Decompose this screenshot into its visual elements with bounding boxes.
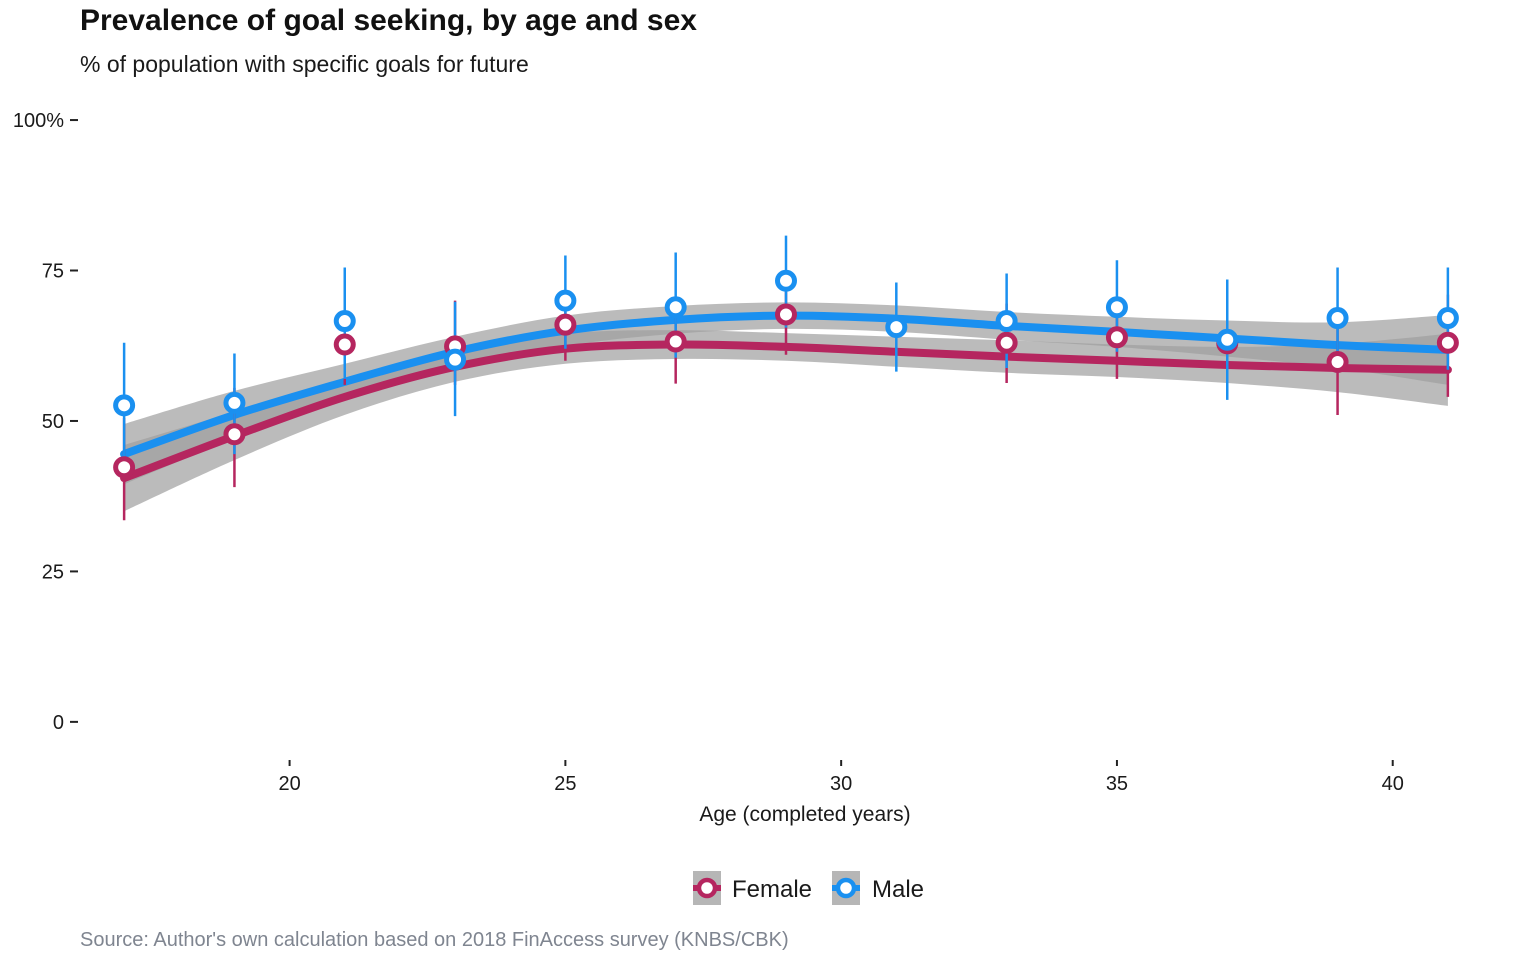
point-male xyxy=(333,310,356,333)
chart-title: Prevalence of goal seeking, by age and s… xyxy=(80,4,697,37)
x-tick-label: 25 xyxy=(554,773,576,795)
point-male xyxy=(1436,307,1459,330)
point-male xyxy=(113,394,136,417)
point-female xyxy=(1326,350,1349,373)
point-male xyxy=(664,296,687,319)
point-female xyxy=(223,423,246,446)
x-tick-label: 40 xyxy=(1382,773,1404,795)
point-male xyxy=(995,310,1018,333)
legend-key-point-male xyxy=(835,877,857,899)
legend-label-female: Female xyxy=(732,876,812,903)
source-caption: Source: Author's own calculation based o… xyxy=(80,929,789,951)
x-tick-label: 20 xyxy=(278,773,300,795)
legend: Female Male xyxy=(693,871,924,905)
point-female xyxy=(1436,331,1459,354)
point-female xyxy=(775,303,797,326)
x-tick-label: 35 xyxy=(1106,773,1128,795)
y-tick-label: 50 xyxy=(42,411,64,433)
y-tick-label: 75 xyxy=(42,261,64,283)
point-male xyxy=(1326,307,1349,330)
y-tick-label: 0 xyxy=(53,712,64,734)
y-tick-label: 25 xyxy=(42,561,64,583)
point-male xyxy=(223,391,246,414)
point-female xyxy=(1105,326,1128,349)
x-tick-label: 30 xyxy=(830,773,852,795)
point-female xyxy=(554,313,577,336)
point-male xyxy=(444,348,467,371)
point-male xyxy=(885,316,908,339)
y-tick-label: 100% xyxy=(13,110,64,132)
point-male xyxy=(554,289,577,312)
point-female xyxy=(113,456,136,479)
point-male xyxy=(1105,296,1128,319)
legend-key-point-female xyxy=(696,877,718,899)
point-male xyxy=(1216,328,1239,351)
point-male xyxy=(775,269,797,292)
x-axis-title: Age (completed years) xyxy=(699,803,910,826)
chart-subtitle: % of population with specific goals for … xyxy=(80,51,529,77)
point-female xyxy=(664,330,687,353)
point-female xyxy=(333,333,356,356)
point-female xyxy=(995,331,1018,354)
legend-label-male: Male xyxy=(872,876,924,903)
